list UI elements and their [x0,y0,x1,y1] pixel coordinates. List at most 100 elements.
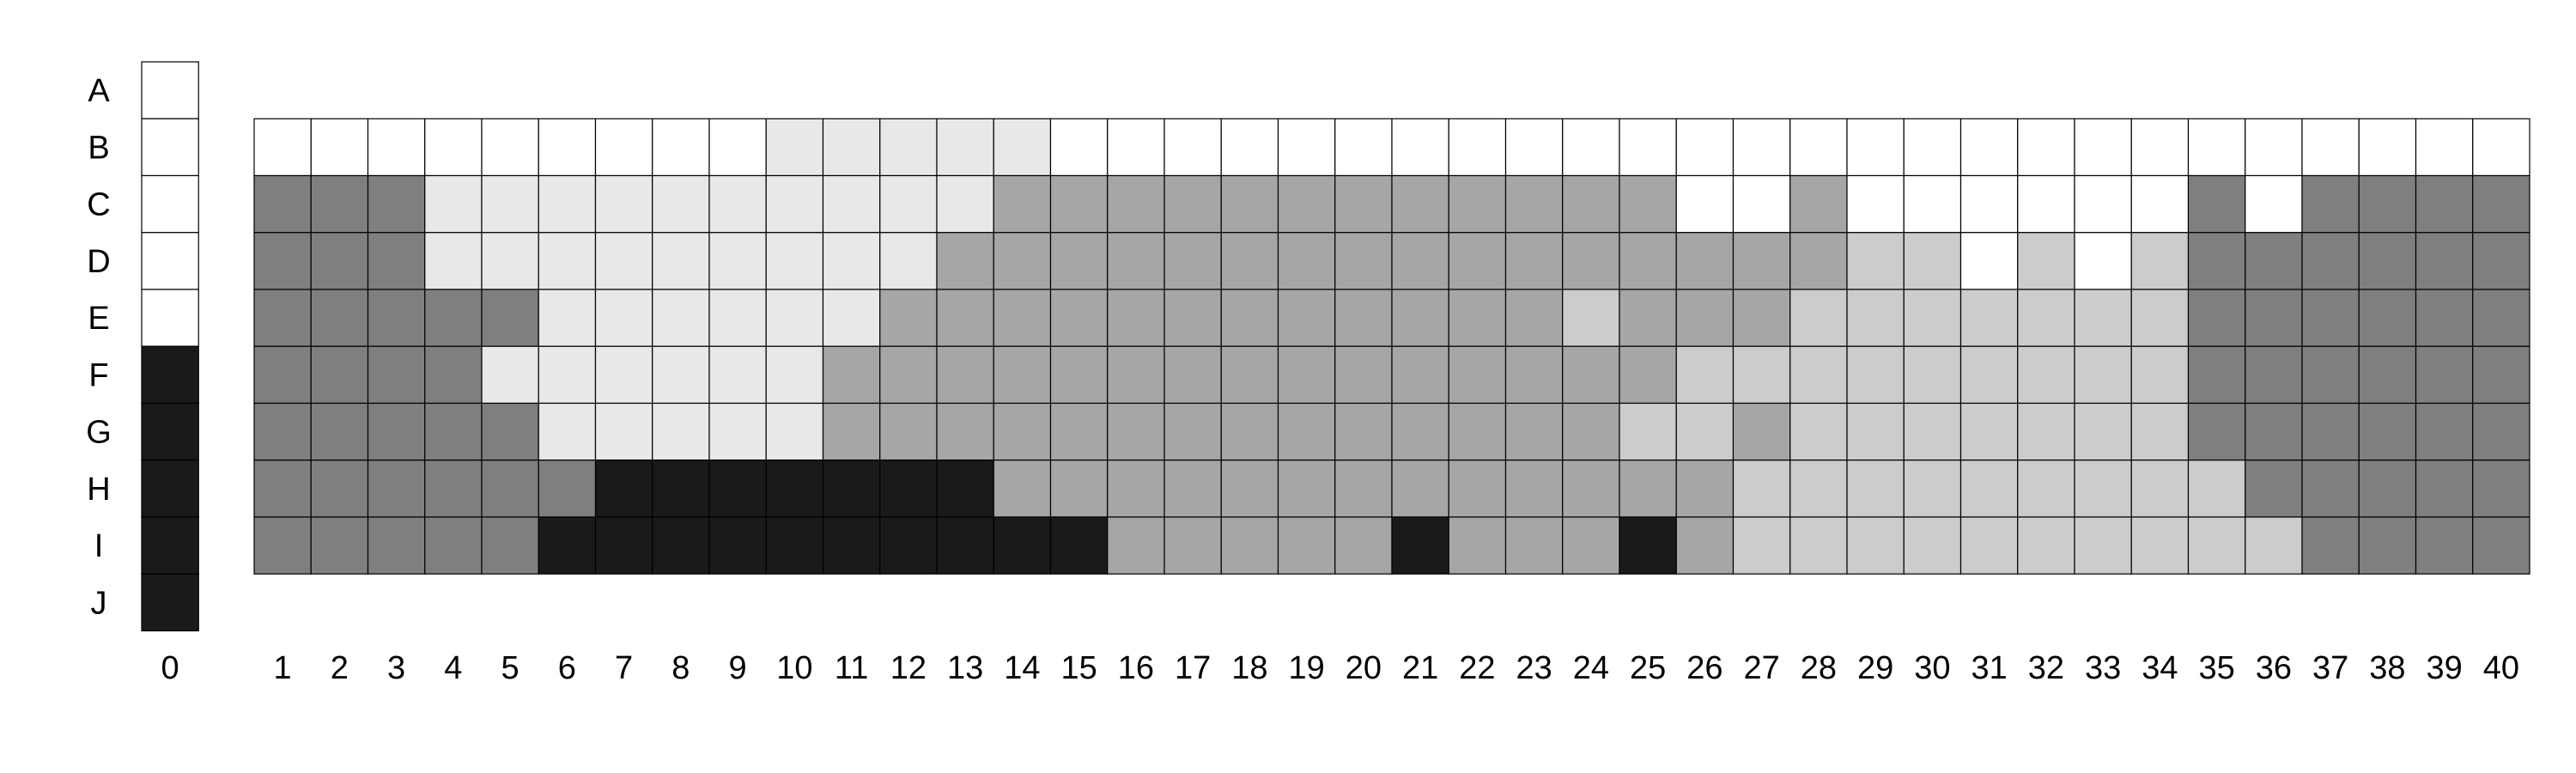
cell-10-c [765,174,824,234]
cell-40-d [2472,232,2530,290]
column-label-33: 33 [2085,650,2121,686]
cell-16-d [1107,232,1165,290]
cell-22-i [1448,516,1507,575]
cell-25-h [1619,460,1677,518]
cell-36-c [2245,174,2303,234]
cell-18-d [1220,232,1279,290]
cell-27-e [1732,289,1791,347]
cell-15-c [1049,174,1109,234]
column-label-17: 17 [1175,650,1211,686]
cell-14-g [993,402,1052,461]
cell-35-f [2187,345,2246,405]
cell-36-e [2245,289,2303,347]
cell-19-f [1277,345,1336,405]
cell-10-i [765,516,824,575]
cell-40-e [2472,289,2530,347]
cell-36-b [2245,118,2303,177]
cell-15-e [1049,289,1109,347]
cell-22-g [1448,402,1507,461]
cell-8-h [652,460,710,518]
column-label-30: 30 [1914,650,1950,686]
cell-17-c [1163,174,1222,234]
cell-3-h [367,460,426,518]
cell-0-i [141,516,199,575]
cell-17-b [1163,118,1222,177]
cell-23-e [1504,289,1564,347]
cell-17-e [1163,289,1222,347]
cell-29-f [1846,345,1905,405]
cell-17-g [1163,402,1222,461]
cell-2-b [310,118,369,177]
cell-34-b [2130,118,2190,177]
cell-32-g [2017,402,2075,461]
cell-6-i [538,516,597,575]
cell-5-e [481,289,539,347]
cell-26-g [1675,402,1735,461]
cell-18-e [1220,289,1279,347]
cell-37-b [2301,118,2360,177]
cell-32-d [2017,232,2075,290]
cell-21-c [1391,174,1449,234]
cell-37-g [2301,402,2360,461]
cell-15-i [1049,516,1109,575]
cell-16-c [1107,174,1165,234]
cell-9-e [708,289,767,347]
column-label-15: 15 [1060,650,1097,686]
cell-11-f [822,345,881,405]
cell-33-h [2074,460,2132,518]
cell-33-g [2074,402,2132,461]
column-label-7: 7 [615,650,633,686]
cell-17-d [1163,232,1222,290]
cell-21-d [1391,232,1449,290]
cell-15-b [1049,118,1109,177]
cell-20-f [1334,345,1393,405]
cell-16-g [1107,402,1165,461]
cell-34-h [2130,460,2190,518]
cell-7-f [594,345,653,405]
cell-20-c [1334,174,1393,234]
cell-0-c [141,174,199,234]
cell-30-i [1903,516,1962,575]
column-label-22: 22 [1459,650,1495,686]
cell-37-i [2301,516,2360,575]
cell-11-g [822,402,881,461]
cell-10-b [765,118,824,177]
column-label-27: 27 [1743,650,1779,686]
cell-28-i [1789,516,1848,575]
cell-16-b [1107,118,1165,177]
cell-38-g [2358,402,2417,461]
column-label-11: 11 [835,650,868,686]
cell-36-d [2245,232,2303,290]
cell-30-c [1903,174,1962,234]
cell-12-i [879,516,938,575]
cell-15-g [1049,402,1109,461]
cell-1-h [253,460,312,518]
column-label-5: 5 [501,650,519,686]
column-label-32: 32 [2028,650,2064,686]
cell-26-e [1675,289,1735,347]
cell-31-i [1959,516,2019,575]
cell-39-i [2415,516,2474,575]
row-label-j: J [91,585,107,621]
cell-5-i [481,516,539,575]
cell-35-i [2187,516,2246,575]
cell-7-i [594,516,653,575]
column-label-40: 40 [2483,650,2519,686]
cell-39-e [2415,289,2474,347]
cell-0-g [141,402,199,461]
cell-7-h [594,460,653,518]
cell-29-d [1846,232,1905,290]
cell-13-b [936,118,994,177]
cell-11-c [822,174,881,234]
cell-27-i [1732,516,1791,575]
cell-13-g [936,402,994,461]
cell-9-h [708,460,767,518]
cell-33-c [2074,174,2132,234]
cell-4-g [424,402,483,461]
cell-36-g [2245,402,2303,461]
row-label-h: H [87,472,110,508]
cell-4-h [424,460,483,518]
cell-39-d [2415,232,2474,290]
column-label-13: 13 [947,650,983,686]
cell-33-i [2074,516,2132,575]
